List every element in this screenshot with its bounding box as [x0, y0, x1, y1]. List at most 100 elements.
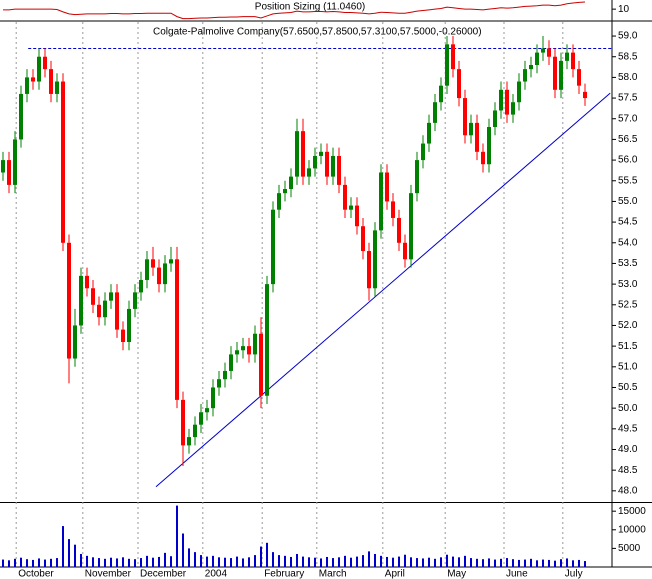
candle-body — [259, 333, 263, 396]
volume-bar — [98, 558, 100, 567]
candle-body — [325, 151, 329, 177]
volume-bar — [104, 558, 106, 567]
volume-bar — [296, 553, 298, 567]
volume-bar — [422, 558, 424, 567]
candle-body — [271, 209, 275, 285]
candle-body — [265, 284, 269, 396]
candle-body — [85, 275, 89, 289]
volume-bar — [404, 554, 406, 567]
candle-body — [457, 69, 461, 99]
x-tick-label: February — [264, 569, 304, 579]
volume-bar — [266, 542, 268, 567]
candle-body — [397, 217, 401, 243]
volume-bar — [440, 557, 442, 567]
candle-body — [43, 56, 47, 70]
volume-bar — [302, 556, 304, 567]
volume-bar — [554, 560, 556, 567]
candle-body — [481, 151, 485, 165]
candle-body — [505, 89, 509, 115]
volume-bar — [584, 561, 586, 567]
volume-bar — [14, 558, 16, 567]
y-tick-label: 57.5 — [618, 93, 638, 104]
volume-bar — [512, 559, 514, 567]
volume-bar — [200, 555, 202, 567]
y-tick-label: 54.0 — [618, 237, 638, 248]
volume-bar — [284, 555, 286, 567]
volume-bar — [482, 559, 484, 567]
candle-body — [421, 143, 425, 161]
y-tick-label: 49.5 — [618, 423, 638, 434]
volume-bar — [374, 553, 376, 567]
volume-bar — [470, 558, 472, 567]
candle-body — [61, 81, 65, 243]
indicator-line — [3, 1, 586, 20]
volume-bar — [50, 558, 52, 567]
candle-body — [121, 329, 125, 342]
y-tick-label: 57.0 — [618, 113, 638, 124]
x-tick-label: April — [385, 569, 405, 579]
x-tick-label: May — [447, 569, 466, 579]
candle-body — [55, 81, 59, 94]
volume-bar — [398, 556, 400, 567]
candle-body — [79, 275, 83, 326]
volume-bar — [164, 552, 166, 567]
volume-bar — [260, 546, 262, 567]
volume-bar — [350, 557, 352, 567]
y-tick-label: 53.0 — [618, 279, 638, 290]
volume-bar — [542, 559, 544, 567]
x-tick-label: June — [506, 569, 528, 579]
volume-bar — [548, 559, 550, 567]
volume-bar — [356, 556, 358, 567]
volume-bar — [290, 556, 292, 567]
candle-body — [487, 127, 491, 165]
candle-body — [97, 304, 101, 318]
volume-bar — [560, 559, 562, 567]
volume-bar — [152, 557, 154, 567]
candle-body — [301, 131, 305, 177]
y-tick-label: 54.5 — [618, 217, 638, 228]
volume-bar — [518, 559, 520, 567]
y-tick-label: 53.5 — [618, 258, 638, 269]
candle-body — [319, 151, 323, 156]
volume-bar — [326, 556, 328, 567]
candle-body — [295, 131, 299, 177]
volume-bar — [524, 559, 526, 567]
volume-bar — [272, 552, 274, 567]
candle-body — [433, 102, 437, 123]
candle-body — [103, 300, 107, 318]
candle-body — [349, 205, 353, 210]
candle-body — [217, 379, 221, 388]
volume-bar — [416, 558, 418, 567]
volume-bar — [368, 551, 370, 567]
candle-body — [565, 52, 569, 61]
candle-body — [205, 408, 209, 413]
volume-bar — [362, 555, 364, 567]
y-tick-label: 58.5 — [618, 51, 638, 62]
volume-bar — [68, 539, 70, 567]
candle-body — [559, 60, 563, 90]
y-tick-label: 56.0 — [618, 155, 638, 166]
volume-bar — [344, 555, 346, 567]
volume-bar — [536, 560, 538, 567]
candle-body — [415, 160, 419, 194]
volume-bar — [254, 555, 256, 567]
x-tick-label: December — [140, 569, 187, 579]
candle-body — [151, 259, 155, 268]
volume-bar — [410, 557, 412, 567]
y-tick-label: 15000 — [618, 506, 646, 517]
candle-body — [307, 168, 311, 177]
candle-body — [229, 354, 233, 371]
candle-body — [13, 139, 17, 185]
volume-bar — [380, 555, 382, 567]
candle-body — [475, 122, 479, 152]
candle-body — [511, 102, 515, 115]
x-tick-label: October — [18, 569, 54, 579]
candle-body — [127, 308, 131, 342]
volume-bar — [92, 557, 94, 567]
candle-body — [331, 155, 335, 177]
candle-body — [403, 242, 407, 260]
volume-bar — [116, 558, 118, 567]
candle-body — [187, 437, 191, 446]
candle-body — [451, 44, 455, 70]
